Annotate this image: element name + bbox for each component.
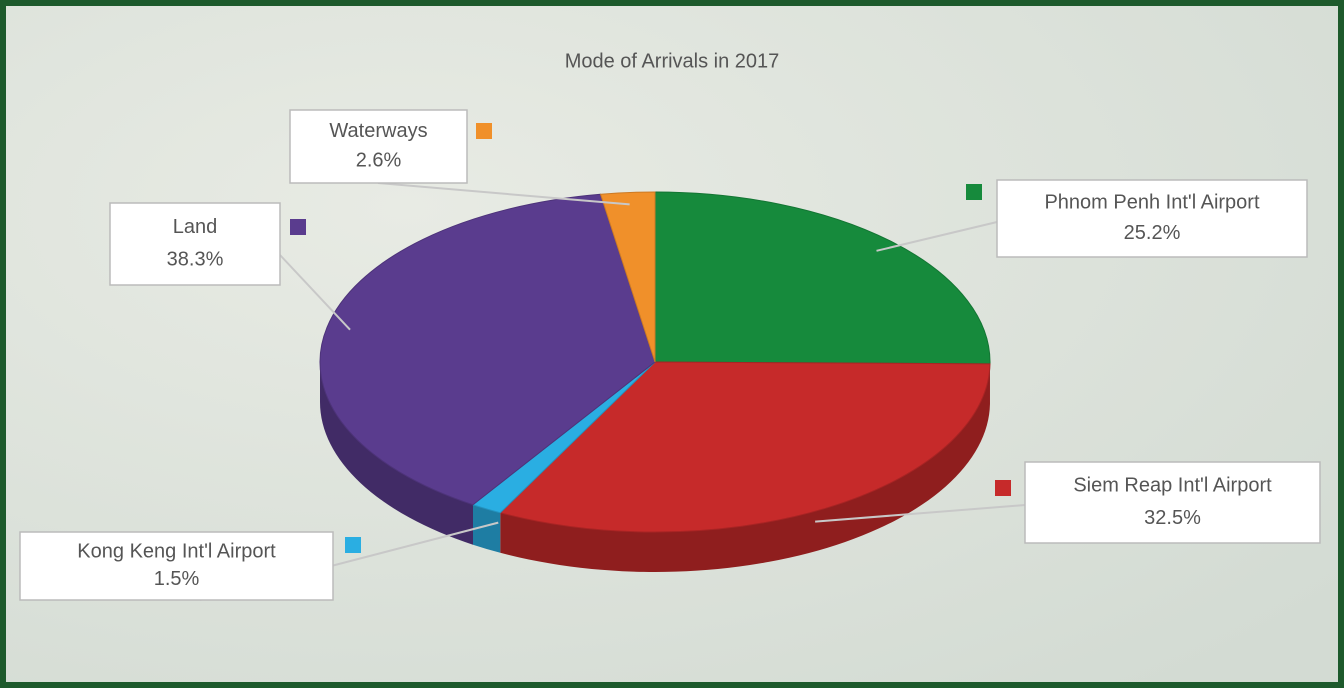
- pie-slice: [654, 191, 991, 365]
- legend-swatch: [345, 537, 361, 553]
- slice-value: 1.5%: [154, 568, 200, 590]
- pie-tops: [319, 191, 991, 533]
- label-box: [109, 202, 281, 286]
- slice-name: Phnom Penh Int'l Airport: [1044, 191, 1259, 213]
- legend-swatch: [966, 184, 982, 200]
- slice-value: 32.5%: [1144, 507, 1201, 529]
- pie-sides: [320, 362, 990, 572]
- chart-title: Mode of Arrivals in 2017: [565, 50, 780, 72]
- pie-side: [500, 363, 990, 572]
- slice-name: Land: [173, 216, 218, 238]
- slice-name: Waterways: [329, 120, 427, 142]
- pie-side: [473, 504, 501, 553]
- label-box: [19, 531, 334, 601]
- leader-line: [279, 254, 351, 331]
- legend-swatch: [995, 480, 1011, 496]
- pie-slice: [599, 191, 656, 363]
- legend-swatch: [290, 219, 306, 235]
- label-box: [1024, 461, 1321, 544]
- pie-side: [320, 362, 474, 545]
- slice-value: 2.6%: [356, 149, 402, 171]
- slice-value: 25.2%: [1124, 222, 1181, 244]
- legend-swatch: [476, 123, 492, 139]
- leader-line: [815, 504, 1026, 523]
- leader-line: [377, 182, 630, 206]
- slice-name: Siem Reap Int'l Airport: [1073, 475, 1272, 497]
- pie-slice: [319, 193, 656, 506]
- label-box: [996, 179, 1308, 258]
- labels: Phnom Penh Int'l Airport 25.2% Siem Reap I…: [19, 109, 1321, 601]
- label-box: [289, 109, 468, 184]
- pie-slice: [499, 361, 991, 533]
- leader-line: [876, 221, 998, 252]
- slice-value: 38.3%: [167, 249, 224, 271]
- slice-name: Kong Keng Int'l Airport: [77, 541, 276, 563]
